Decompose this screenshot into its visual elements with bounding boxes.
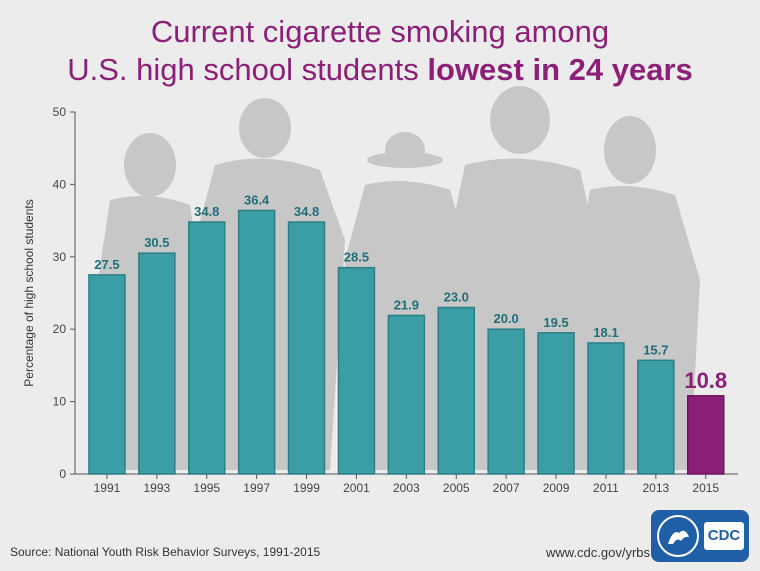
x-tick-label-2009: 2009 <box>543 481 570 495</box>
bar-1993 <box>138 252 176 475</box>
x-tick-label-2003: 2003 <box>393 481 420 495</box>
bar-value-label-2011: 18.1 <box>593 325 618 340</box>
chart-title-line2-regular: U.S. high school students <box>67 52 428 87</box>
x-tick-label-1995: 1995 <box>193 481 220 495</box>
bar-value-label-1997: 36.4 <box>244 192 270 207</box>
bar-value-label-2005: 23.0 <box>444 289 469 304</box>
y-tick-label: 30 <box>53 250 67 264</box>
bar-value-label-1991: 27.5 <box>94 257 119 272</box>
bar-1999 <box>287 221 326 475</box>
bar-1991 <box>88 274 126 475</box>
x-tick-label-1991: 1991 <box>94 481 121 495</box>
chart-title-line1: Current cigarette smoking among <box>150 14 610 49</box>
bar-value-label-1993: 30.5 <box>144 235 169 250</box>
bar-value-label-2015: 10.8 <box>684 368 727 393</box>
bar-2009 <box>537 332 575 475</box>
bar-2003 <box>387 314 426 475</box>
bar-value-label-2003: 21.9 <box>394 297 419 312</box>
bar-value-label-1995: 34.8 <box>194 204 219 219</box>
bar-2001 <box>337 266 376 475</box>
bar-1997 <box>237 209 276 475</box>
source-url[interactable]: www.cdc.gov/yrbs <box>546 545 651 560</box>
bar-2005 <box>437 306 475 475</box>
x-tick-label-2007: 2007 <box>493 481 520 495</box>
bar-2015 <box>687 395 725 475</box>
hhs-seal-icon <box>657 515 699 557</box>
bar-value-label-2009: 19.5 <box>543 315 568 330</box>
bar-2011 <box>587 342 625 475</box>
x-tick-label-1999: 1999 <box>293 481 320 495</box>
y-tick-label: 50 <box>53 105 67 119</box>
chart-title-line2-bold: lowest in 24 years <box>427 52 693 87</box>
y-tick-label: 0 <box>59 467 66 481</box>
cdc-logo: CDC <box>704 522 744 550</box>
bar-2013 <box>637 359 675 475</box>
y-tick-label: 40 <box>53 177 67 191</box>
logo-panel: CDC <box>651 510 749 562</box>
bar-value-label-2007: 20.0 <box>493 311 518 326</box>
bar-1995 <box>188 221 226 475</box>
x-tick-label-1993: 1993 <box>143 481 170 495</box>
y-tick-label: 10 <box>53 395 67 409</box>
bar-value-label-2013: 15.7 <box>643 342 668 357</box>
x-tick-label-1997: 1997 <box>243 481 270 495</box>
bar-value-label-2001: 28.5 <box>344 250 369 265</box>
bar-2007 <box>487 328 525 475</box>
x-tick-label-2011: 2011 <box>593 481 619 495</box>
x-tick-label-2001: 2001 <box>343 481 370 495</box>
y-tick-label: 20 <box>53 322 67 336</box>
x-tick-label-2005: 2005 <box>443 481 470 495</box>
bar-value-label-1999: 34.8 <box>294 204 319 219</box>
x-tick-label-2015: 2015 <box>692 481 719 495</box>
chart-title-line2: U.S. high school students lowest in 24 y… <box>0 52 760 88</box>
source-note: Source: National Youth Risk Behavior Sur… <box>10 545 321 559</box>
x-tick-label-2013: 2013 <box>642 481 669 495</box>
y-axis-title: Percentage of high school students <box>22 199 36 386</box>
